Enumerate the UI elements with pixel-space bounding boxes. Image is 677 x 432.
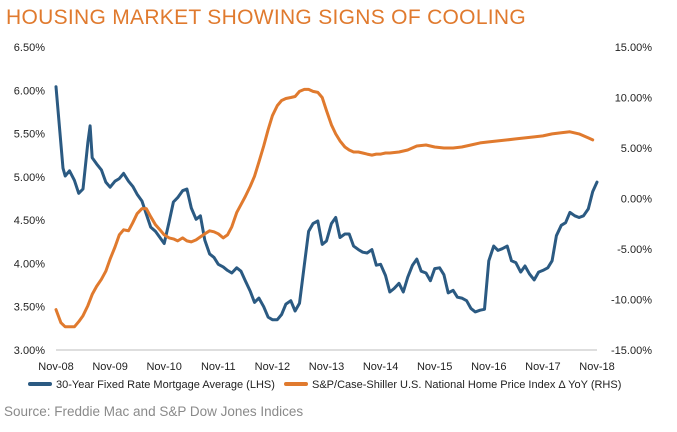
x-axis-tick-label: Nov-15: [417, 361, 452, 373]
x-axis-tick-label: Nov-16: [471, 361, 506, 373]
source-note: Source: Freddie Mac and S&P Dow Jones In…: [4, 404, 304, 419]
legend-label-home-price: S&P/Case-Shiller U.S. National Home Pric…: [312, 379, 621, 391]
right-axis-tick-label: 0.00%: [621, 194, 652, 206]
right-axis-tick-label: -15.00%: [611, 345, 652, 357]
x-axis-ticks: Nov-08 Nov-09 Nov-10 Nov-11 Nov-12 Nov-13 Nov-…: [38, 361, 614, 373]
series-home-price-index-line: [54, 87, 595, 329]
right-axis-tick-label: 5.00%: [621, 143, 652, 155]
left-axis-tick-label: 4.50%: [14, 215, 45, 227]
right-axis-tick-label: -10.00%: [611, 295, 652, 307]
x-axis-tick-label: Nov-18: [579, 361, 614, 373]
right-axis-ticks: -15.00% -10.00% -5.00% 0.00% 5.00% 10.00% 15.0…: [611, 42, 652, 357]
x-axis-tick-label: Nov-09: [92, 361, 127, 373]
legend-label-mortgage: 30-Year Fixed Rate Mortgage Average (LHS…: [56, 379, 275, 391]
right-axis-tick-label: 15.00%: [615, 42, 653, 54]
x-axis-tick-label: Nov-12: [255, 361, 290, 373]
right-axis-tick-label: 10.00%: [615, 93, 653, 105]
left-axis-tick-label: 5.00%: [14, 172, 45, 184]
left-axis-tick-label: 6.00%: [14, 85, 45, 97]
left-axis-ticks: 3.00% 3.50% 4.00% 4.50% 5.00% 5.50% 6.00% 6.50%: [14, 42, 45, 357]
x-axis-tick-label: Nov-11: [201, 361, 236, 373]
left-axis-tick-label: 3.50%: [14, 302, 45, 314]
x-axis-tick-label: Nov-13: [309, 361, 344, 373]
left-axis-tick-label: 5.50%: [14, 129, 45, 141]
x-axis-tick-label: Nov-14: [363, 361, 398, 373]
right-axis-tick-label: -5.00%: [617, 244, 652, 256]
x-axis-tick-label: Nov-17: [525, 361, 560, 373]
series-mortgage-rate-line: [54, 85, 599, 322]
x-axis-tick-label: Nov-08: [38, 361, 73, 373]
chart-title: HOUSING MARKET SHOWING SIGNS OF COOLING: [6, 6, 527, 29]
left-axis-tick-label: 4.00%: [14, 258, 45, 270]
left-axis-tick-label: 3.00%: [14, 345, 45, 357]
x-axis-tick-label: Nov-10: [146, 361, 181, 373]
legend: 30-Year Fixed Rate Mortgage Average (LHS…: [28, 379, 621, 391]
left-axis-tick-label: 6.50%: [14, 42, 45, 54]
